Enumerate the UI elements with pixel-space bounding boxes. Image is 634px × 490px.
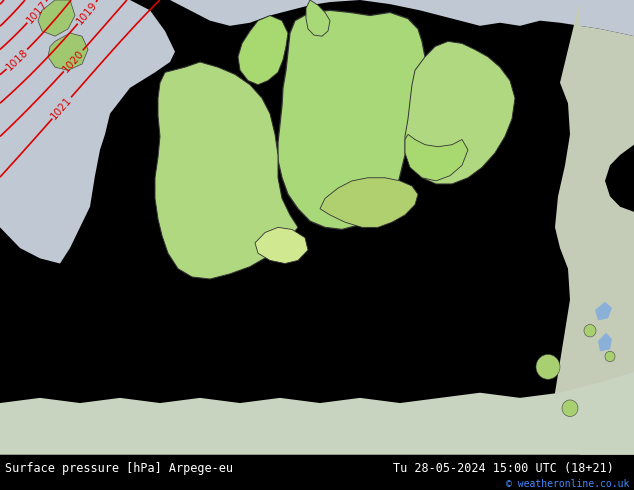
- Text: 1021: 1021: [49, 95, 74, 121]
- Polygon shape: [170, 0, 634, 36]
- Text: 1019: 1019: [75, 0, 100, 26]
- Polygon shape: [555, 0, 634, 455]
- Polygon shape: [155, 62, 298, 279]
- Circle shape: [536, 354, 560, 379]
- Text: Surface pressure [hPa] Arpege-eu: Surface pressure [hPa] Arpege-eu: [5, 463, 233, 475]
- Polygon shape: [306, 0, 330, 36]
- Text: 1018: 1018: [4, 47, 30, 72]
- Text: Tu 28-05-2024 15:00 UTC (18+21): Tu 28-05-2024 15:00 UTC (18+21): [393, 463, 614, 475]
- Polygon shape: [255, 227, 308, 264]
- Text: 1017: 1017: [25, 0, 49, 25]
- Polygon shape: [405, 41, 515, 184]
- Circle shape: [605, 351, 615, 362]
- Circle shape: [562, 400, 578, 416]
- Polygon shape: [0, 0, 175, 264]
- Polygon shape: [320, 178, 418, 227]
- Polygon shape: [278, 10, 425, 229]
- Polygon shape: [38, 0, 75, 36]
- Polygon shape: [598, 333, 612, 351]
- Text: © weatheronline.co.uk: © weatheronline.co.uk: [505, 479, 629, 489]
- Polygon shape: [238, 16, 288, 85]
- Polygon shape: [405, 134, 468, 181]
- Polygon shape: [48, 33, 88, 70]
- Polygon shape: [595, 302, 612, 320]
- Polygon shape: [0, 372, 634, 455]
- Text: 1020: 1020: [61, 48, 86, 74]
- Circle shape: [584, 324, 596, 337]
